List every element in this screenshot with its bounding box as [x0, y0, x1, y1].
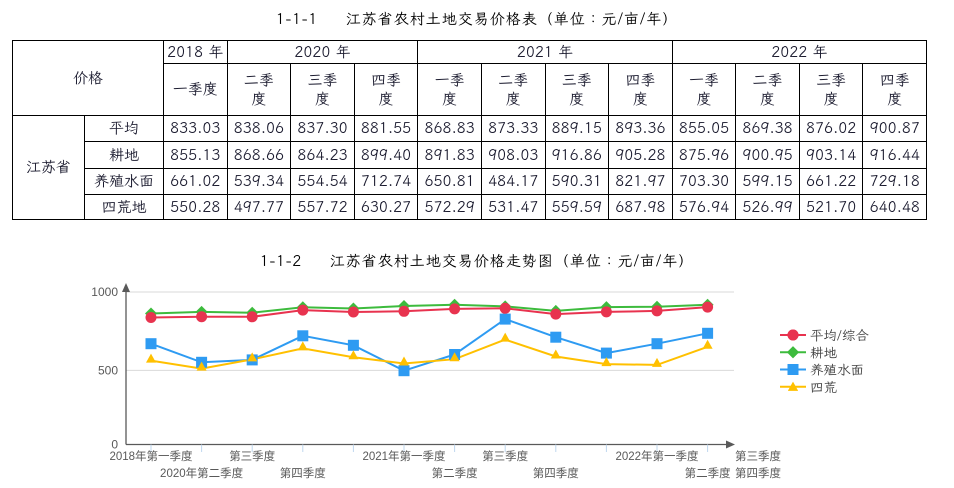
svg-text:第四季度: 第四季度 — [280, 466, 326, 480]
svg-text:第四季度: 第四季度 — [735, 466, 781, 480]
svg-text:平均/综合: 平均/综合 — [810, 326, 869, 344]
svg-text:第四季度: 第四季度 — [533, 466, 579, 480]
svg-text:0: 0 — [111, 438, 118, 452]
svg-text:2021年第一季度: 2021年第一季度 — [362, 449, 446, 463]
svg-text:耕地: 耕地 — [810, 343, 838, 361]
svg-text:2018年第一季度: 2018年第一季度 — [109, 449, 193, 463]
svg-text:四荒: 四荒 — [810, 378, 837, 396]
svg-text:第二季度: 第二季度 — [685, 466, 731, 480]
svg-text:养殖水面: 养殖水面 — [810, 361, 864, 379]
svg-text:第二季度: 第二季度 — [432, 466, 478, 480]
svg-text:500: 500 — [98, 363, 118, 377]
svg-text:第三季度: 第三季度 — [735, 449, 781, 463]
svg-text:第三季度: 第三季度 — [229, 449, 275, 463]
svg-text:第三季度: 第三季度 — [482, 449, 528, 463]
svg-text:2022年第一季度: 2022年第一季度 — [615, 449, 699, 463]
svg-text:2020年第二季度: 2020年第二季度 — [160, 466, 244, 480]
svg-text:1000: 1000 — [91, 285, 118, 299]
